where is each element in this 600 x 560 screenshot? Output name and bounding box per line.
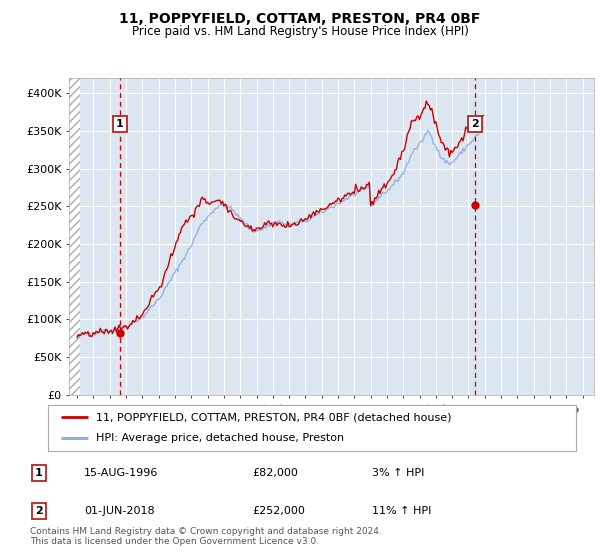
Bar <box>69 78 80 395</box>
Text: 1: 1 <box>35 468 43 478</box>
Text: HPI: Average price, detached house, Preston: HPI: Average price, detached house, Pres… <box>95 433 344 444</box>
Bar <box>69 78 80 395</box>
Text: 2: 2 <box>472 119 479 129</box>
Text: Contains HM Land Registry data © Crown copyright and database right 2024.
This d: Contains HM Land Registry data © Crown c… <box>30 526 382 546</box>
Text: Price paid vs. HM Land Registry's House Price Index (HPI): Price paid vs. HM Land Registry's House … <box>131 25 469 38</box>
Text: 3% ↑ HPI: 3% ↑ HPI <box>372 468 424 478</box>
Text: 11, POPPYFIELD, COTTAM, PRESTON, PR4 0BF: 11, POPPYFIELD, COTTAM, PRESTON, PR4 0BF <box>119 12 481 26</box>
Text: 11, POPPYFIELD, COTTAM, PRESTON, PR4 0BF (detached house): 11, POPPYFIELD, COTTAM, PRESTON, PR4 0BF… <box>95 412 451 422</box>
Text: £82,000: £82,000 <box>252 468 298 478</box>
Text: 15-AUG-1996: 15-AUG-1996 <box>84 468 158 478</box>
Text: 1: 1 <box>116 119 124 129</box>
Text: 01-JUN-2018: 01-JUN-2018 <box>84 506 155 516</box>
Text: 11% ↑ HPI: 11% ↑ HPI <box>372 506 431 516</box>
Text: 2: 2 <box>35 506 43 516</box>
Text: £252,000: £252,000 <box>252 506 305 516</box>
